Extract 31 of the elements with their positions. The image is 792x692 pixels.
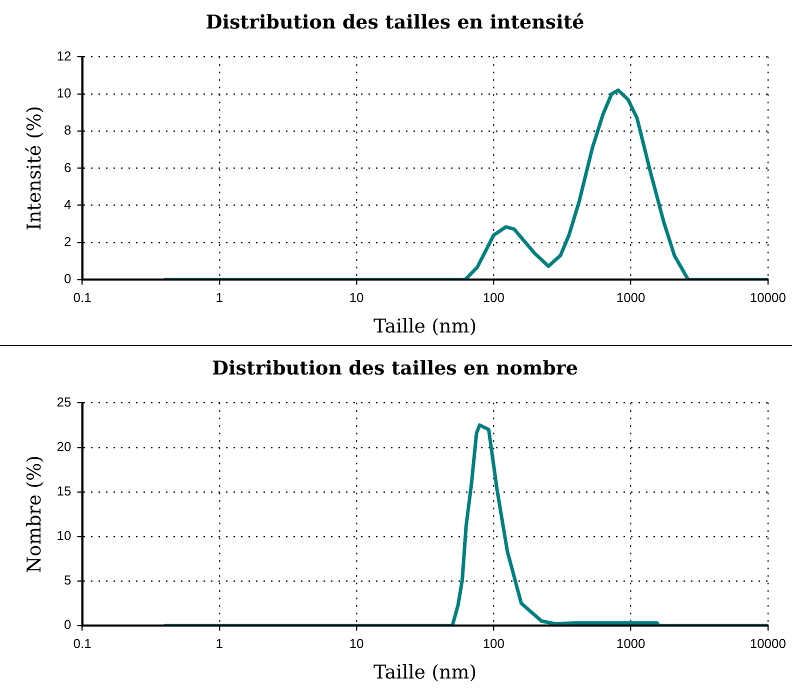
y-tick-label: 20: [56, 438, 72, 454]
chart-title: Distribution des tailles en intensité: [206, 11, 584, 34]
y-tick-label: 5: [64, 572, 72, 588]
x-tick-label: 10: [349, 636, 364, 651]
y-tick-label: 4: [64, 196, 72, 212]
x-tick-label: 1000: [616, 290, 646, 305]
x-axis-title: Taille (nm): [374, 662, 477, 684]
x-tick-label: 10000: [750, 290, 786, 305]
x-tick-label: 100: [482, 290, 505, 305]
x-tick-label: 0.1: [73, 290, 92, 305]
y-tick-label: 6: [64, 160, 72, 175]
y-tick-label: 0: [64, 271, 72, 286]
y-axis-title: Intensité (%): [23, 106, 46, 230]
x-axis-title: Taille (nm): [374, 316, 477, 338]
y-tick-label: 15: [56, 484, 72, 498]
x-tick-label: 1000: [616, 636, 646, 651]
chart-title: Distribution des tailles en nombre: [212, 357, 578, 380]
x-tick-label: 0.1: [73, 636, 92, 651]
y-tick-label: 12: [56, 48, 72, 64]
x-tick-label: 10: [349, 290, 364, 305]
x-tick-label: 1: [216, 636, 224, 651]
y-axis-title: Nombre (%): [23, 455, 46, 573]
y-tick-label: 0: [64, 617, 72, 632]
y-tick-label: 8: [64, 122, 72, 138]
y-tick-label: 10: [56, 528, 72, 544]
y-tick-label: 25: [56, 394, 72, 410]
y-tick-label: 2: [64, 234, 72, 250]
x-tick-label: 10000: [750, 636, 786, 651]
x-tick-label: 1: [216, 290, 224, 305]
y-tick-label: 10: [56, 86, 72, 101]
x-tick-label: 100: [482, 636, 505, 651]
